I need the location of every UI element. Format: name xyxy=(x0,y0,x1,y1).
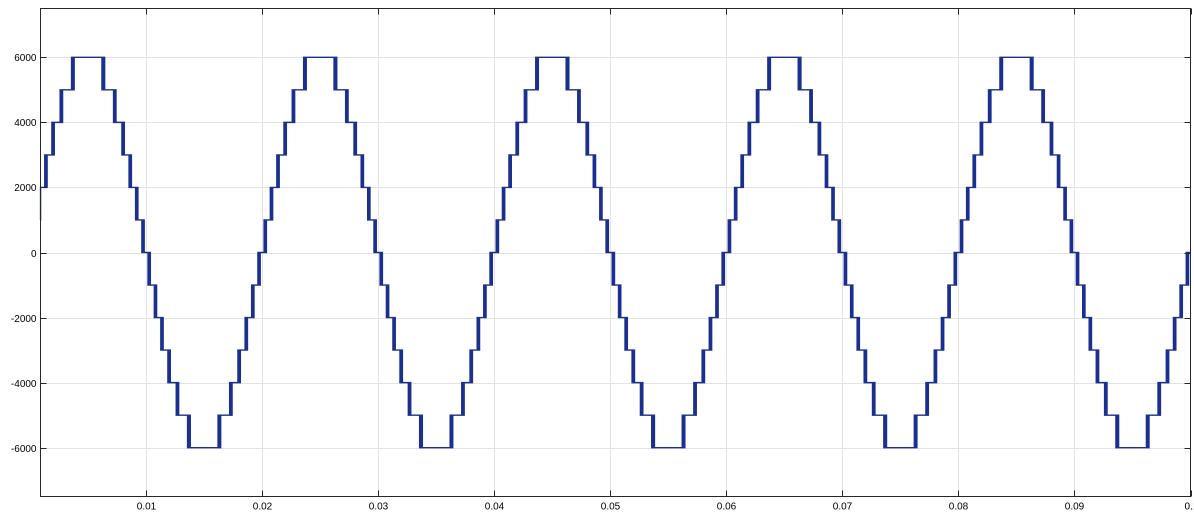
x-tick-label: 0.06 xyxy=(717,502,737,512)
y-tick-label: -6000 xyxy=(11,444,37,455)
y-tick-label: 6000 xyxy=(14,53,37,64)
x-tick-label: 0.08 xyxy=(949,502,969,512)
axes-frame xyxy=(40,8,1191,497)
voltage-waveform-line xyxy=(39,56,1191,449)
x-tick-label: 0.03 xyxy=(369,502,389,512)
y-tick-labels: 6000 4000 2000 0 -2000 -4000 -6000 xyxy=(11,53,37,455)
y-tick-label: -4000 xyxy=(11,379,37,390)
x-tick-label: 0.09 xyxy=(1065,502,1085,512)
grid xyxy=(40,8,1191,497)
y-tick-label: 4000 xyxy=(14,118,37,129)
x-tick-label: 0.05 xyxy=(601,502,621,512)
x-tick-label: 0.07 xyxy=(833,502,853,512)
axes-box xyxy=(40,8,1191,497)
x-tick-label: 0.01 xyxy=(137,502,157,512)
x-tick-label: 0.04 xyxy=(485,502,505,512)
y-tick-label: -2000 xyxy=(11,314,37,325)
y-tick-label: 2000 xyxy=(14,183,37,194)
x-tick-label: 0.02 xyxy=(253,502,273,512)
series xyxy=(39,56,1191,449)
x-tick-label: 0.1 xyxy=(1185,502,1194,512)
ticks xyxy=(40,8,1192,497)
x-tick-labels: 0.01 0.02 0.03 0.04 0.05 0.06 0.07 0.08 0.09 0.1 xyxy=(137,502,1194,512)
y-tick-label: 0 xyxy=(31,249,37,260)
